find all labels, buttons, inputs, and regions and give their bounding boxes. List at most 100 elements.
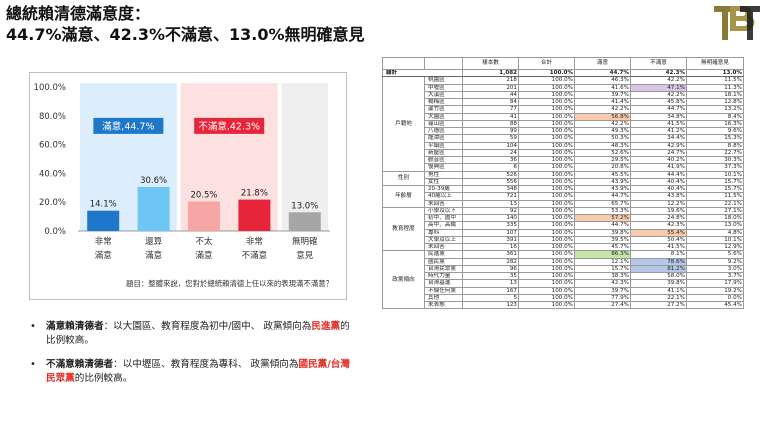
table-cell: 100.0% — [518, 155, 575, 165]
table-cell: 45.5% — [574, 170, 631, 179]
table-cell: 10.1% — [686, 170, 744, 179]
table-cell: 44 — [462, 90, 519, 100]
table-row: 政黨傾向 民進黨 361 100.0% 86.3% 8.1% 5.6% — [382, 250, 744, 310]
table-cell: 11.3% — [686, 83, 744, 92]
row-label-cell: 蘆竹區 — [424, 105, 463, 114]
table-cell: 41.4% — [574, 97, 631, 107]
table-cell: 100.0% — [518, 105, 575, 114]
table-cell: 43.9% — [574, 184, 631, 194]
table-cell: 24.7% — [630, 148, 687, 158]
table-cell: 27.1% — [686, 206, 744, 216]
table-row: 年齡層 20-39歲 348 100.0% 43.9% 40.4% 15.7% — [382, 184, 744, 208]
table-cell: 58.0% — [630, 271, 687, 281]
table-cell: 11.5% — [686, 76, 744, 85]
table-cell: 41 — [462, 112, 519, 121]
row-label-cell: 平鎮區 — [424, 141, 463, 150]
row-label-cell: 龍潭區 — [424, 134, 463, 143]
table-total-row: 總計 1,082 100.0% 44.7% 42.3% 13.0% — [382, 68, 744, 78]
table-cell: 100.0% — [518, 213, 575, 223]
row-label-cell: 台灣基進 — [424, 279, 463, 288]
y-tick-label: 0.0% — [44, 227, 66, 237]
header-cell: 無明確意見 — [686, 57, 744, 70]
table-cell: 39.7% — [574, 286, 631, 295]
table-cell: 5 — [462, 293, 519, 303]
table-cell: 77.9% — [574, 293, 631, 303]
table-cell: 8.4% — [686, 112, 744, 121]
table-cell: 100.0% — [518, 264, 575, 274]
x-tick-label: 滿意 — [95, 250, 112, 261]
total-cell: 100.0% — [518, 68, 575, 78]
page-title: 總統賴清德滿意度： 44.7%滿意、42.3%不滿意、13.0%無明確意見 — [6, 3, 365, 45]
table-row: 不偏任何黨 167 100.0% 39.7% 41.1% 19.2% — [383, 286, 744, 295]
y-tick-label: 80.0% — [39, 112, 66, 122]
table-cell: 40.4% — [630, 184, 687, 194]
table-cell: 12.9% — [686, 242, 744, 252]
table-cell: 40.2% — [630, 155, 687, 165]
table-cell: 50.4% — [630, 235, 687, 245]
table-cell: 40.4% — [630, 177, 687, 187]
table-cell: 35 — [462, 271, 519, 281]
table-cell: 41.5% — [630, 119, 687, 129]
x-tick-label: 非常 — [95, 236, 112, 247]
table-cell: 47.1% — [630, 83, 687, 92]
y-tick-label: 60.0% — [39, 141, 66, 151]
table-cell: 17.9% — [686, 279, 744, 288]
table-cell: 201 — [462, 83, 519, 92]
finding-satisfied: • 滿意賴清德者：以大園區、教育程度為初中/國中、 政黨傾向為民進黨的比例較高。 — [26, 320, 356, 348]
table-cell: 42.3% — [630, 221, 687, 230]
table-cell: 59 — [462, 134, 519, 143]
group-panel — [281, 83, 328, 231]
table-cell: 11.5% — [686, 192, 744, 201]
table-cell: 100.0% — [518, 76, 575, 85]
table-cell: 13.2% — [686, 105, 744, 114]
table-cell: 96 — [462, 264, 519, 274]
crosstab-table-container: 樣本數 合計 滿意 不滿意 無明確意見 總計 1,082 100.0% 44.7% 42… — [382, 57, 744, 310]
table-cell: 107 — [462, 228, 519, 237]
table-cell: 30.3% — [686, 155, 744, 165]
table-cell: 3.7% — [686, 271, 744, 281]
row-label-cell: 桃園區 — [424, 76, 463, 85]
table-cell: 100.0% — [518, 228, 575, 237]
bar-value-label: 13.0% — [291, 201, 318, 211]
table-cell: 9.6% — [686, 126, 744, 136]
title-line-1: 總統賴清德滿意度： — [6, 4, 151, 23]
table-row: 女性 556 100.0% 43.9% 40.4% 15.7% — [383, 177, 744, 187]
table-cell: 22.1% — [630, 293, 687, 303]
table-cell: 100.0% — [518, 221, 575, 230]
row-label-cell: 大學及以上 — [424, 235, 463, 245]
table-cell: 100.0% — [518, 199, 575, 208]
group-label: 不滿意,42.3% — [198, 120, 260, 132]
total-cell: 1,082 — [462, 68, 519, 78]
bar-value-label: 14.1% — [90, 200, 117, 210]
table-cell: 44.7% — [574, 221, 631, 230]
finding-dissatisfied: • 不滿意賴清德者：以中壢區、教育程度為專科、 政黨傾向為國民黨/台灣民眾黨的比… — [26, 358, 356, 386]
table-cell: 29.5% — [574, 155, 631, 165]
table-cell: 24.8% — [630, 213, 687, 223]
table-cell: 86.3% — [574, 250, 631, 259]
row-label-cell: 專科 — [424, 228, 463, 237]
table-cell: 100.0% — [518, 242, 575, 252]
table-row: 大園區 41 100.0% 56.8% 34.8% 8.4% — [383, 112, 744, 121]
table-cell: 15.3% — [686, 134, 744, 143]
finding-text-end: 的比例較高。 — [46, 321, 350, 346]
x-tick-label: 無明確 — [292, 236, 318, 247]
table-cell: 15.7% — [686, 177, 744, 187]
y-tick-label: 40.0% — [39, 169, 66, 179]
table-cell: 78.6% — [630, 257, 687, 266]
tbt-logo-icon — [713, 3, 761, 41]
table-cell: 27.4% — [574, 300, 631, 310]
table-cell: 100.0% — [518, 126, 575, 136]
table-row: 平鎮區 104 100.0% 48.3% 42.9% 8.8% — [383, 141, 744, 150]
table-cell: 27.2% — [630, 300, 687, 310]
row-label-cell: 高中、高職 — [424, 221, 463, 230]
table-row: 教育程度 小學及以下 92 100.0% 53.3% 19.6% 27.1% — [382, 206, 744, 252]
table-cell: 48.3% — [574, 141, 631, 150]
row-label-cell: 時代力量 — [424, 271, 463, 281]
finding-text-end: 的比例較高。 — [74, 373, 133, 384]
table-row: 台灣民眾黨 96 100.0% 15.7% 81.2% 3.0% — [383, 264, 744, 274]
row-label-cell: 楊梅區 — [424, 97, 463, 107]
bar — [137, 186, 170, 231]
table-row: 未回答 13 100.0% 65.7% 12.2% 22.1% — [383, 199, 744, 208]
total-cell: 44.7% — [574, 68, 631, 78]
table-cell: 556 — [462, 177, 519, 187]
